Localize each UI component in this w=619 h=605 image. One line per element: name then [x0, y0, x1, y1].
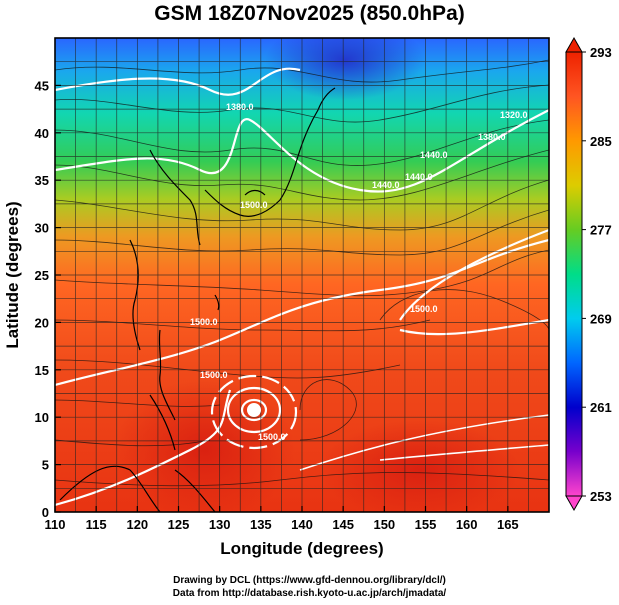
contour-label-group: 1320.0 1380.0 1380.0 1440.0 1440.0 1500.… [190, 102, 528, 442]
contour-label: 1440.0 [372, 180, 400, 190]
x-tick-label: 160 [456, 517, 478, 532]
colorbar-tick-label: 253 [590, 489, 612, 504]
contour-label: 1440.0 [405, 172, 433, 182]
y-tick-label: 35 [35, 173, 49, 188]
colorbar-tick-label: 261 [590, 400, 612, 415]
x-axis-label: Longitude (degrees) [220, 539, 383, 558]
x-axis: 110 115 120 125 130 135 140 145 150 155 160 165 [45, 506, 519, 532]
y-tick-label: 25 [35, 268, 49, 283]
y-tick-label: 10 [35, 410, 49, 425]
contour-label: 1500.0 [410, 304, 438, 314]
contour-label: 1440.0 [420, 150, 448, 160]
y-tick-label: 15 [35, 363, 49, 378]
x-tick-label: 150 [373, 517, 395, 532]
colorbar-tick-label: 285 [590, 134, 612, 149]
y-tick-label: 0 [42, 505, 49, 520]
x-tick-label: 125 [168, 517, 190, 532]
contour-label: 1500.0 [240, 200, 268, 210]
x-tick-label: 155 [415, 517, 437, 532]
contour-label: 1320.0 [500, 110, 528, 120]
colorbar-tick-label: 269 [590, 311, 612, 326]
cyclone-center-marker [247, 403, 261, 417]
colorbar-tick-label: 277 [590, 223, 612, 238]
coastlines [59, 87, 336, 512]
contour-label: 1380.0 [478, 132, 506, 142]
contour-label: 1500.0 [200, 370, 228, 380]
data-source-credit: Data from http://database.rish.kyoto-u.a… [172, 588, 447, 599]
contour-label: 1500.0 [258, 432, 286, 442]
x-tick-label: 110 [45, 517, 66, 532]
contour-label: 1380.0 [226, 102, 254, 112]
y-tick-label: 40 [35, 126, 49, 141]
y-tick-label: 30 [35, 221, 49, 236]
x-tick-label: 130 [209, 517, 231, 532]
colorbar-tick-label: 293 [590, 45, 612, 60]
x-tick-label: 165 [497, 517, 519, 532]
drawing-credit: Drawing by DCL (https://www.gfd-dennou.o… [173, 575, 446, 586]
y-tick-label: 45 [35, 78, 49, 93]
y-tick-label: 5 [42, 458, 49, 473]
x-tick-label: 115 [86, 517, 107, 532]
x-tick-label: 120 [126, 517, 148, 532]
colorbar-ticks: 293 285 277 269 261 253 [582, 45, 612, 504]
colorbar: 293 285 277 269 261 253 [565, 36, 612, 512]
x-tick-label: 140 [291, 517, 313, 532]
y-axis: 0 5 10 15 20 25 30 35 40 45 [35, 78, 61, 520]
lat-lon-grid [55, 38, 549, 512]
x-tick-label: 145 [332, 517, 354, 532]
x-tick-label: 135 [250, 517, 272, 532]
colorbar-bottom-arrow [565, 495, 583, 512]
y-axis-label: Latitude (degrees) [3, 201, 22, 348]
contour-label: 1500.0 [190, 317, 218, 327]
y-tick-label: 20 [35, 315, 49, 330]
colorbar-top-arrow [565, 36, 583, 53]
colorbar-scale [565, 51, 583, 497]
map-title: GSM 18Z07Nov2025 (850.0hPa) [154, 2, 465, 25]
